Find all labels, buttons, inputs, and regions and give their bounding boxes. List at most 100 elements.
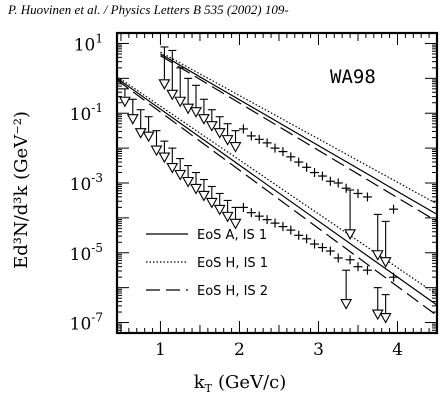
data-point-lower-6 — [286, 225, 296, 235]
data-point-upper-2 — [254, 134, 264, 144]
legend: EoS A, IS 1 EoS H, IS 1 EoS H, IS 2 — [146, 228, 268, 299]
y-tick-base: 10 — [70, 175, 92, 195]
limit-arrowhead — [379, 257, 392, 268]
page-header: P. Huovinen et al. / Physics Letters B 5… — [8, 2, 289, 17]
y-tick-exponent: -7 — [91, 311, 103, 325]
upper-limit-lower-4 — [150, 130, 163, 157]
data-point-lower-13 — [345, 255, 355, 265]
y-tick-exponent: -1 — [91, 101, 103, 115]
upper-limit-lower-17 — [379, 294, 392, 324]
theory-curve-upper-dashed — [160, 55, 438, 222]
legend-label-dotted: EoS H, IS 1 — [197, 256, 268, 271]
limit-arrowhead — [213, 204, 226, 216]
limit-arrowhead — [344, 229, 357, 240]
y-tick-label--1: 10-1 — [70, 101, 103, 125]
y-tick-exponent: -3 — [91, 171, 103, 185]
upper-limit-upper-8 — [221, 123, 234, 146]
legend-label-dashed: EoS H, IS 2 — [197, 284, 268, 299]
limit-arrowhead — [166, 89, 179, 101]
limit-arrowhead — [166, 162, 179, 174]
limit-arrowhead — [221, 211, 234, 223]
limit-arrowhead — [205, 121, 218, 132]
upper-limits — [118, 46, 392, 324]
data-point-lower-12 — [333, 253, 343, 263]
y-tick-base: 10 — [70, 315, 92, 335]
y-tick-exponent: 1 — [95, 31, 103, 45]
upper-limit-upper-12 — [379, 220, 392, 268]
limit-arrowhead — [379, 312, 392, 324]
upper-limit-upper-5 — [197, 98, 210, 125]
y-tick-base: 10 — [70, 105, 92, 125]
limit-arrowhead — [118, 96, 131, 108]
theory-curve-upper-dotted — [160, 51, 438, 205]
y-tick-exponent: -5 — [91, 241, 103, 255]
upper-limit-lower-7 — [174, 158, 187, 181]
data-point-lower-5 — [278, 222, 288, 232]
theory-curves — [116, 51, 438, 317]
x-axis-title-main: k — [194, 372, 206, 393]
upper-limit-lower-3 — [142, 116, 155, 143]
upper-limit-lower-16 — [371, 287, 384, 321]
upper-limit-lower-15 — [340, 269, 353, 310]
data-point-upper-5 — [278, 147, 288, 157]
limit-arrowhead — [174, 169, 187, 181]
limit-arrowhead — [229, 142, 242, 153]
data-point-lower-1 — [246, 208, 256, 218]
limit-arrowhead — [182, 103, 195, 115]
limit-arrowhead — [221, 135, 234, 146]
data-point-upper-3 — [262, 138, 272, 148]
limit-arrowhead — [371, 250, 384, 261]
y-tick-label--5: 10-5 — [70, 241, 103, 265]
upper-limit-upper-6 — [205, 109, 218, 132]
upper-limit-upper-7 — [213, 116, 226, 139]
data-point-upper-6 — [286, 152, 296, 162]
data-point-lower-9 — [310, 239, 320, 249]
x-tick-label-2: 2 — [234, 340, 245, 360]
data-point-lower-4 — [270, 218, 280, 228]
data-point-upper-7 — [294, 157, 304, 167]
limit-arrowhead — [197, 190, 210, 202]
limit-arrowhead — [205, 197, 218, 209]
data-point-upper-11 — [325, 176, 335, 186]
upper-limit-upper-1 — [166, 49, 179, 101]
theory-curve-lower-dashed — [116, 79, 438, 317]
limit-arrowhead — [213, 128, 226, 139]
upper-limit-lower-6 — [166, 147, 179, 174]
legend-label-solid: EoS A, IS 1 — [197, 228, 267, 243]
upper-limit-upper-9 — [229, 130, 242, 153]
x-axis-title: kT (GeV/c) — [194, 372, 287, 395]
upper-limit-lower-10 — [197, 178, 210, 202]
data-point-upper-10 — [317, 171, 327, 181]
data-point-upper-4 — [270, 143, 280, 153]
y-tick-label--7: 10-7 — [70, 311, 103, 335]
limit-arrowhead — [142, 131, 155, 143]
x-tick-label-1: 1 — [155, 340, 166, 360]
data-point-lower-7 — [294, 230, 304, 240]
limit-arrowhead — [134, 128, 147, 139]
y-tick-base: 10 — [70, 245, 92, 265]
panel-label: WA98 — [330, 66, 376, 88]
data-point-lower-8 — [302, 234, 312, 244]
y-tick-label-1: 101 — [74, 31, 103, 55]
upper-limit-lower-12 — [213, 192, 226, 216]
data-point-lower-15 — [362, 265, 372, 275]
x-axis-title-unit: (GeV/c) — [218, 372, 286, 393]
data-point-upper-12 — [333, 178, 343, 188]
plot-frame — [115, 31, 439, 335]
limit-arrowhead — [150, 145, 163, 157]
data-point-lower-16 — [389, 272, 399, 282]
limit-arrowhead — [190, 183, 202, 195]
data-point-lower-0 — [238, 202, 248, 212]
data-points — [238, 124, 399, 282]
upper-limit-upper-11 — [371, 213, 384, 261]
data-point-upper-15 — [362, 192, 372, 202]
upper-limit-lower-8 — [182, 165, 195, 188]
data-point-upper-13 — [341, 183, 351, 193]
y-tick-label--3: 10-3 — [70, 171, 103, 195]
data-point-lower-2 — [254, 211, 264, 221]
limit-arrowhead — [229, 218, 242, 230]
upper-limit-lower-5 — [158, 140, 171, 164]
data-point-upper-1 — [246, 131, 256, 141]
